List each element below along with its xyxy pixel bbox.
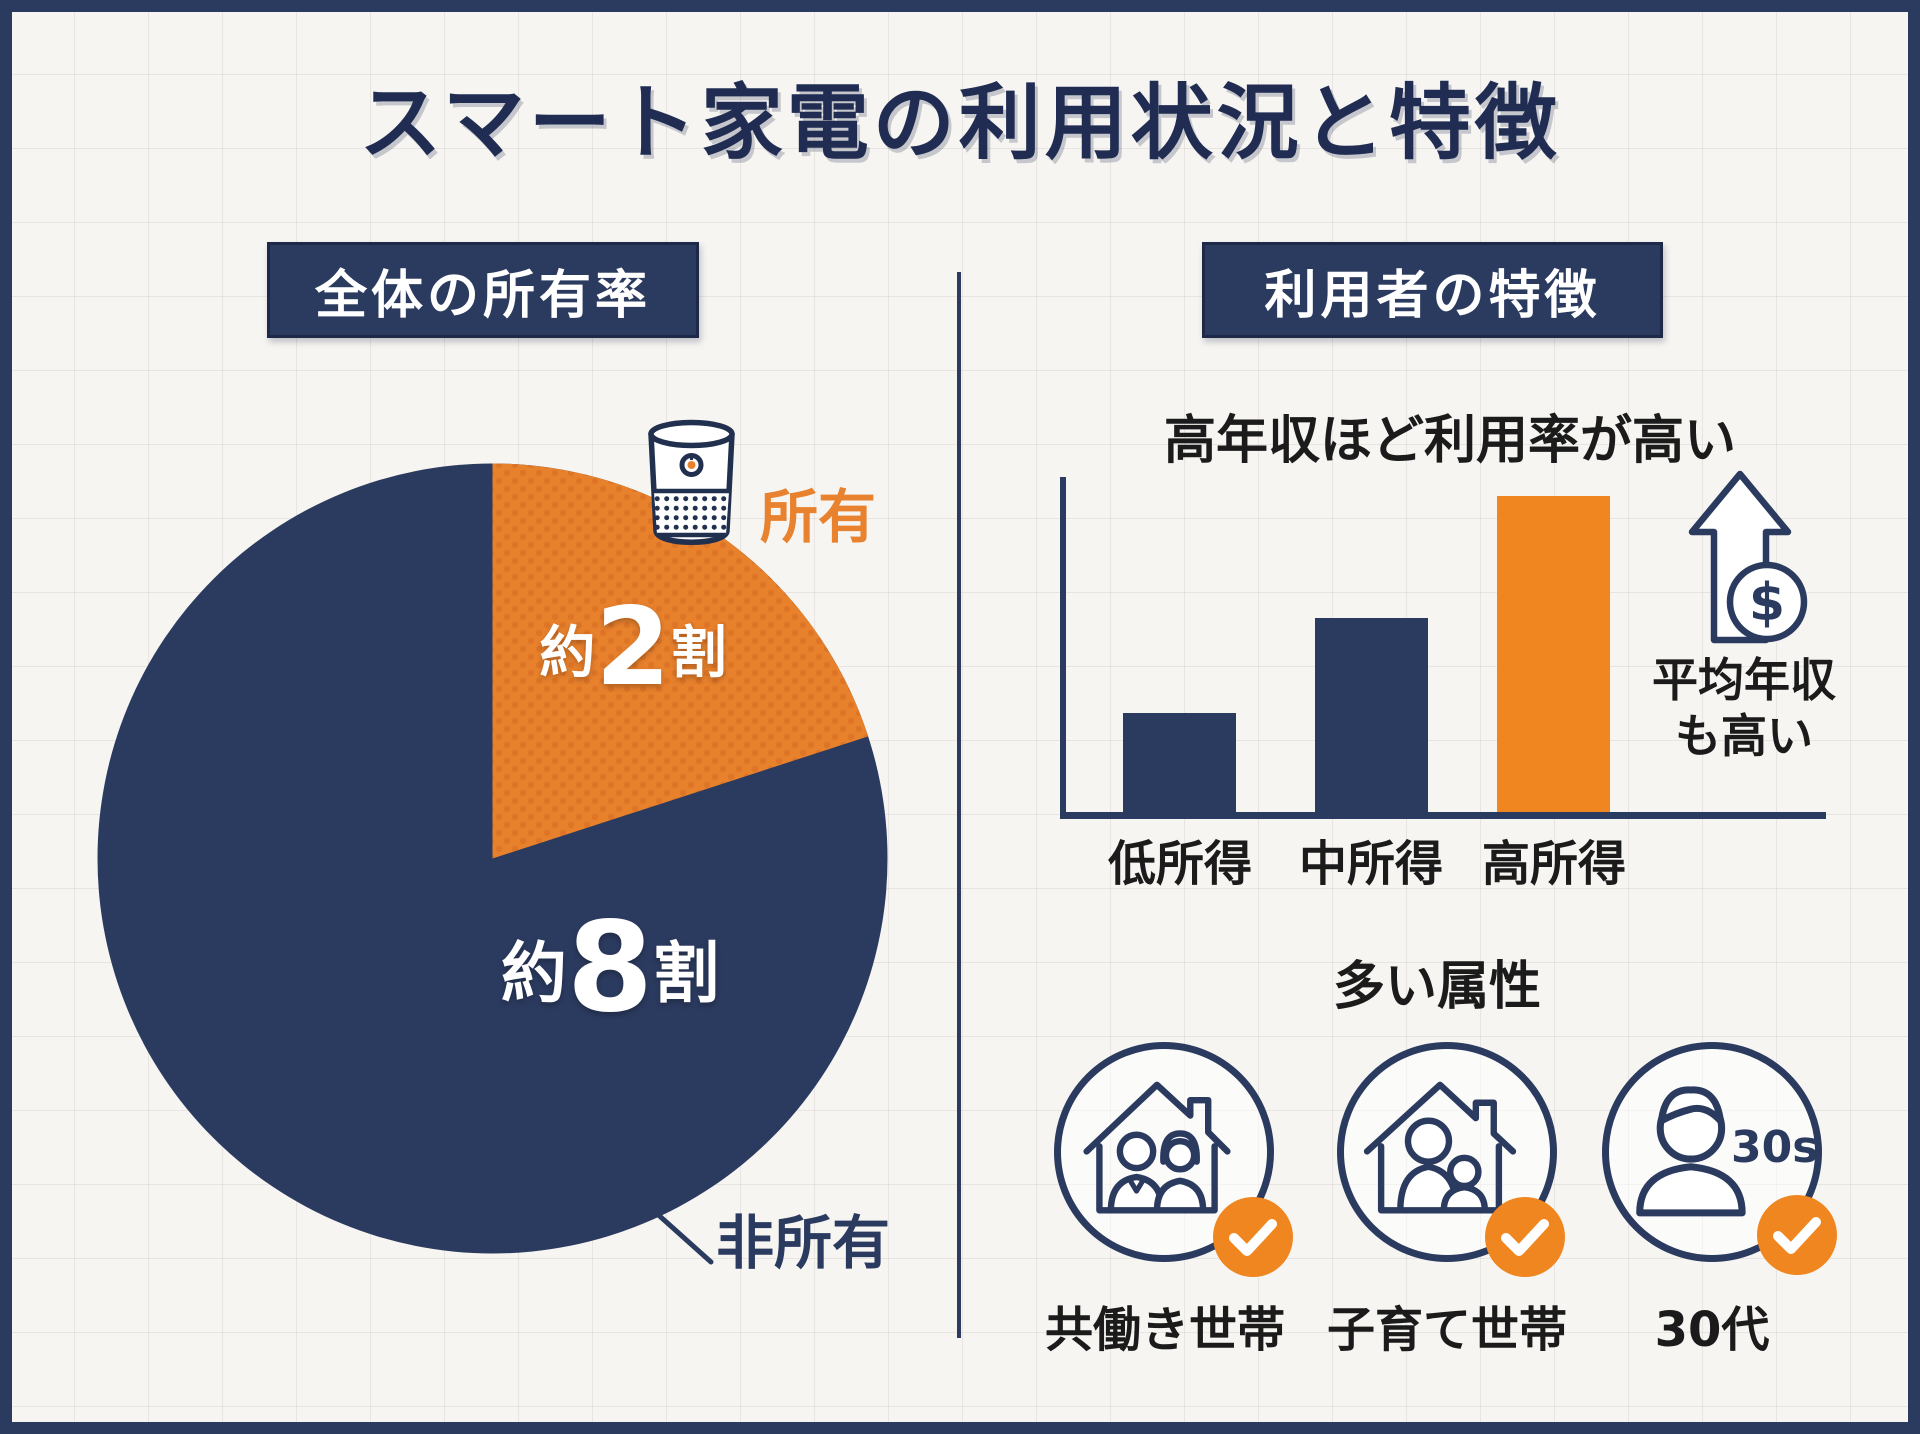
attr-label-thirties: 30代 [1654,1302,1770,1358]
child-rearing-household-icon [1363,1081,1517,1214]
check-icon [1229,1219,1277,1256]
section-divider [957,272,961,1338]
bar-chart-title: 高年収ほど利用率が高い [1163,411,1737,471]
check-badge-thirties [1757,1195,1837,1275]
up-arrow-icon: $ [1688,470,1808,644]
check-badge-dual-income [1213,1197,1293,1277]
left-section-header-label: 全体の所有率 [314,265,651,326]
attributes-title: 多い属性 [1332,957,1542,1017]
owned-label: 所有 [760,483,877,551]
owned-approx: 約 [539,620,596,686]
bar-chart-plot-area [1060,472,1860,812]
note-line-1: 平均年収 [1652,653,1836,707]
attr-label-child-rearing: 子育て世帯 [1326,1302,1568,1358]
thirties-person-icon [1636,1086,1746,1217]
bar-label-high: 高所得 [1481,836,1627,892]
left-section-header: 全体の所有率 [267,242,699,338]
right-section-header-label: 利用者の特徴 [1264,265,1601,326]
bar-chart-y-axis [1060,477,1066,818]
attr-circle-child-rearing [1337,1042,1557,1262]
owned-num: 2 [595,585,671,710]
not-owned-approx: 約 [500,935,567,1012]
not-owned-unit: 割 [653,935,720,1012]
bar-label-low: 低所得 [1107,836,1253,892]
ownership-pie-chart [97,463,888,1254]
bar-label-mid: 中所得 [1298,836,1444,892]
smart-speaker-icon [648,419,735,545]
right-section-header: 利用者の特徴 [1202,242,1663,338]
not-owned-leader-line [651,1208,714,1265]
bar-high-income [1497,496,1610,812]
not-owned-num: 8 [566,896,654,1040]
owned-unit: 割 [670,620,727,686]
note-line-2: も高い [1675,709,1813,763]
thirties-inner-text: 30s [1731,1122,1819,1173]
page-title: スマート家電の利用状況と特徴 [359,76,1561,171]
not-owned-label: 非所有 [716,1209,891,1277]
dual-income-household-icon [1083,1081,1231,1214]
bar-low-income [1123,713,1236,812]
dollar-coin-icon: $ [1726,561,1808,643]
bar-mid-income [1315,618,1428,812]
bar-chart-note: 平均年収 も高い [1652,652,1836,764]
attr-label-dual-income: 共働き世帯 [1044,1302,1286,1358]
check-icon [1773,1217,1821,1254]
dollar-symbol: $ [1749,573,1785,633]
check-icon [1501,1219,1549,1256]
check-badge-child-rearing [1485,1197,1565,1277]
bar-chart-x-axis [1060,812,1826,819]
pie-slice-owned [492,463,869,859]
